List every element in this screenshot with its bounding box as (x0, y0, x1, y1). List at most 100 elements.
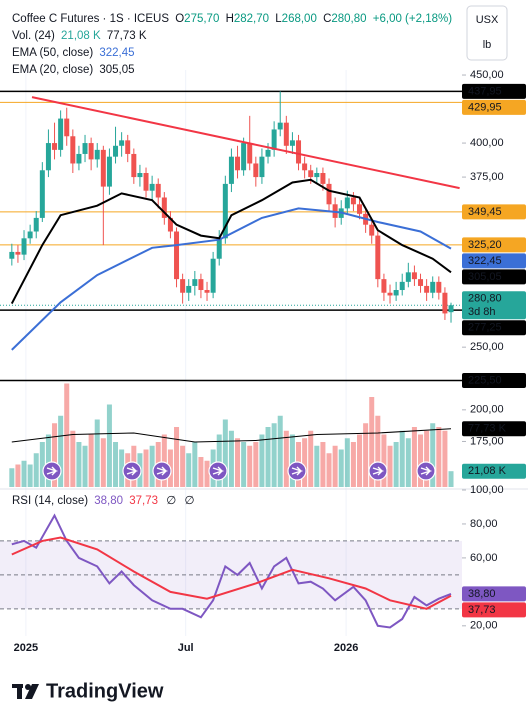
volume-bar (94, 419, 100, 487)
candle-body (9, 251, 15, 259)
volume-bar (113, 442, 119, 487)
ohlc-value: 268,00 (282, 13, 317, 25)
rsi-tag: 38,80 (468, 588, 496, 600)
volume-bar (235, 438, 241, 487)
change: +6,00 (+2,18%) (373, 13, 452, 25)
volume-bar (442, 430, 448, 487)
event-arrow (46, 466, 59, 476)
candle-body (399, 281, 405, 291)
candle-body (27, 231, 33, 239)
brand-logo (12, 684, 39, 699)
candle-body (314, 173, 320, 178)
ohlc-value: 275,70 (184, 13, 219, 25)
ohlc-key: L (275, 13, 282, 25)
candle-body (222, 183, 228, 239)
x-tick-label: 2026 (334, 642, 358, 654)
candle-body (70, 136, 76, 164)
volume-bar (399, 430, 405, 487)
candle-body (125, 140, 131, 154)
y-tick-label: 80,00 (470, 518, 498, 530)
candle-body (241, 143, 247, 171)
event-arrow (126, 466, 139, 476)
price-tag: 225,50 (468, 374, 502, 386)
ohlc-value: 282,70 (234, 13, 269, 25)
volume-bar (338, 449, 344, 487)
price-tag-box (462, 83, 526, 99)
last-price-tag-countdown: 3d 8h (468, 306, 496, 318)
price-tag-box (462, 237, 526, 253)
candle-body (357, 204, 363, 214)
volume-bar (88, 434, 94, 487)
candle-body (119, 140, 125, 146)
event-icon[interactable] (152, 461, 172, 481)
volume-bar (271, 423, 277, 487)
volume-bar (82, 445, 88, 487)
candle-body (88, 143, 94, 160)
volume-bar (180, 445, 186, 487)
volume-bar (430, 423, 436, 487)
candle-body (45, 143, 51, 171)
event-icon[interactable] (122, 461, 142, 481)
event-icon[interactable] (287, 461, 307, 481)
ohlc-key: O (175, 13, 184, 25)
x-tick-label: Jul (178, 642, 194, 654)
volume-bar (314, 445, 320, 487)
candle-body (265, 149, 271, 157)
event-arrows (46, 466, 433, 476)
volume-ma (11, 428, 452, 443)
candle-body (283, 122, 289, 146)
event-arrow (212, 466, 225, 476)
volume-bar (320, 442, 326, 487)
rsi-tag-box (462, 602, 526, 618)
currency-box[interactable] (466, 5, 508, 61)
candle-body (131, 153, 137, 178)
candle-body (155, 183, 161, 198)
price-tag: 437,95 (468, 85, 502, 97)
y-tick-label: 250,00 (470, 341, 504, 353)
event-icon[interactable] (42, 461, 62, 481)
event-arrow (291, 466, 304, 476)
event-icon[interactable] (208, 461, 228, 481)
volume-bar (39, 442, 45, 487)
price-tag: 429,95 (468, 101, 502, 113)
candle-body (350, 197, 356, 205)
candle-body (393, 290, 399, 296)
volume-bar (143, 449, 149, 487)
y-tick-label: 450,00 (470, 69, 504, 81)
volume-bar (52, 423, 58, 487)
candle-body (448, 305, 454, 313)
y-tick-label: 60,00 (470, 552, 498, 564)
event-icon[interactable] (368, 461, 388, 481)
candle-body (149, 183, 155, 191)
candle-body (424, 285, 430, 293)
volume-bar (27, 464, 33, 487)
logo-part (25, 684, 31, 690)
y-tick-label: 20,00 (470, 620, 498, 632)
brand: TradingView (46, 680, 164, 702)
candle-body (167, 217, 173, 232)
candle-body (58, 118, 64, 150)
volume-bar (149, 445, 155, 487)
candle-body (180, 279, 186, 293)
ohlc-value: 280,80 (331, 13, 366, 25)
candle-body (94, 149, 100, 160)
volume-bar (405, 438, 411, 487)
y-tick-label: 375,00 (470, 171, 504, 183)
volume-bar (174, 427, 180, 487)
legend-line: RSI (14, close) 38,80 37,73 ∅ ∅ (12, 495, 195, 507)
volume-bar (424, 430, 430, 487)
volume-bar (247, 445, 253, 487)
candle-body (21, 238, 27, 255)
last-price-tag: 280,80 (468, 293, 502, 305)
candle-body (198, 279, 204, 291)
volume-bar (289, 434, 295, 487)
y-tick-label: 200,00 (470, 404, 504, 416)
volume-bar (344, 438, 350, 487)
symbol: Coffee C Futures · 1S · ICEUS (12, 13, 169, 25)
logo-part (17, 684, 22, 699)
price-tag: 325,20 (468, 239, 502, 251)
volume-bar (106, 404, 112, 487)
volume-bar (76, 442, 82, 487)
candle-body (320, 173, 326, 184)
event-icon[interactable] (416, 461, 436, 481)
